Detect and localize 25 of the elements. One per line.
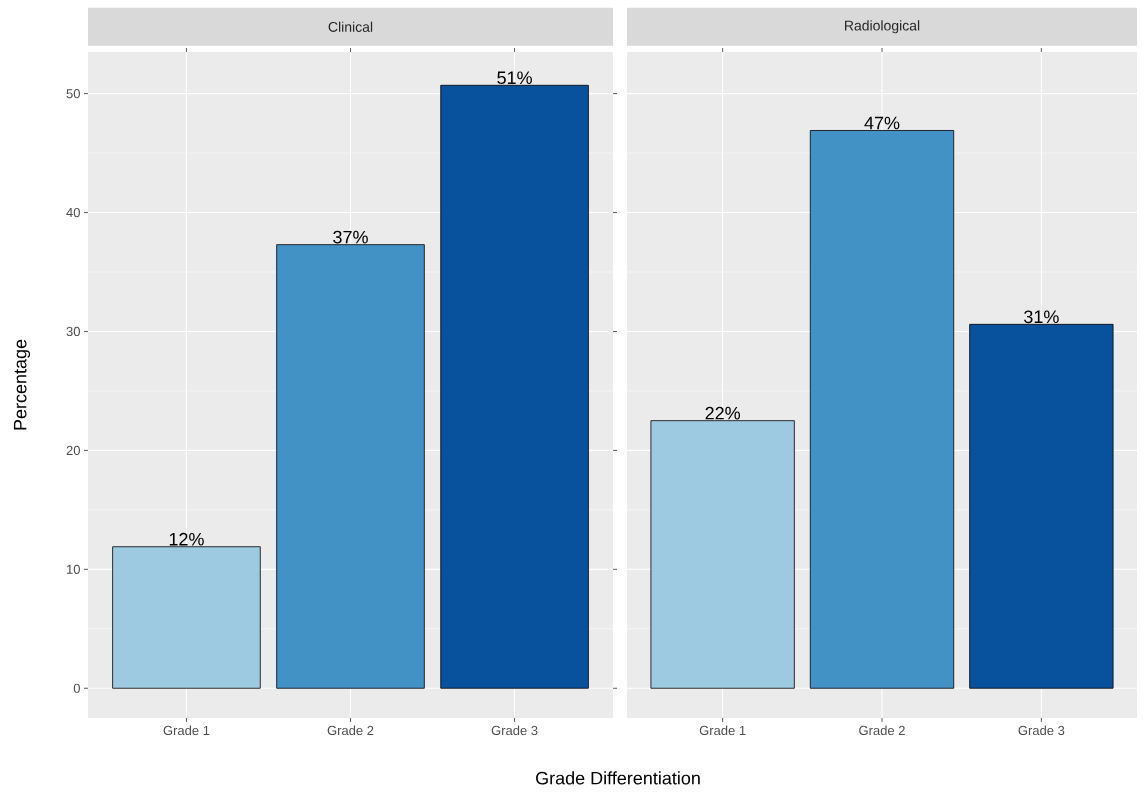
data-label: 31% <box>1024 310 1059 324</box>
y-axis-title: Percentage <box>13 339 31 430</box>
bar <box>276 244 425 689</box>
bar <box>440 84 589 689</box>
bar <box>112 546 261 689</box>
data-label: 12% <box>169 532 204 546</box>
data-label: 51% <box>497 71 532 85</box>
y-tick-label: 30 <box>66 326 80 337</box>
x-tick-label: Grade 3 <box>1018 725 1065 736</box>
x-tick-label: Grade 3 <box>491 725 538 736</box>
data-label: 22% <box>705 406 740 420</box>
y-tick-label: 20 <box>66 445 80 455</box>
x-tick-label: Grade 2 <box>859 725 905 736</box>
y-tick-label: 50 <box>66 89 80 99</box>
chart-title: Clinical <box>328 21 373 32</box>
x-tick-label: Grade 1 <box>699 725 746 736</box>
chart-title: Radiological <box>845 20 920 34</box>
data-label: 37% <box>333 230 368 244</box>
x-axis-title: Grade Differentiation <box>536 771 700 785</box>
y-tick-label: 10 <box>67 564 80 574</box>
data-label: 47% <box>864 116 900 130</box>
y-tick-label: 0 <box>73 683 80 693</box>
x-tick-label: Grade 1 <box>163 725 210 736</box>
x-tick-label: Grade 2 <box>327 725 374 736</box>
y-tick-label: 40 <box>66 207 80 218</box>
